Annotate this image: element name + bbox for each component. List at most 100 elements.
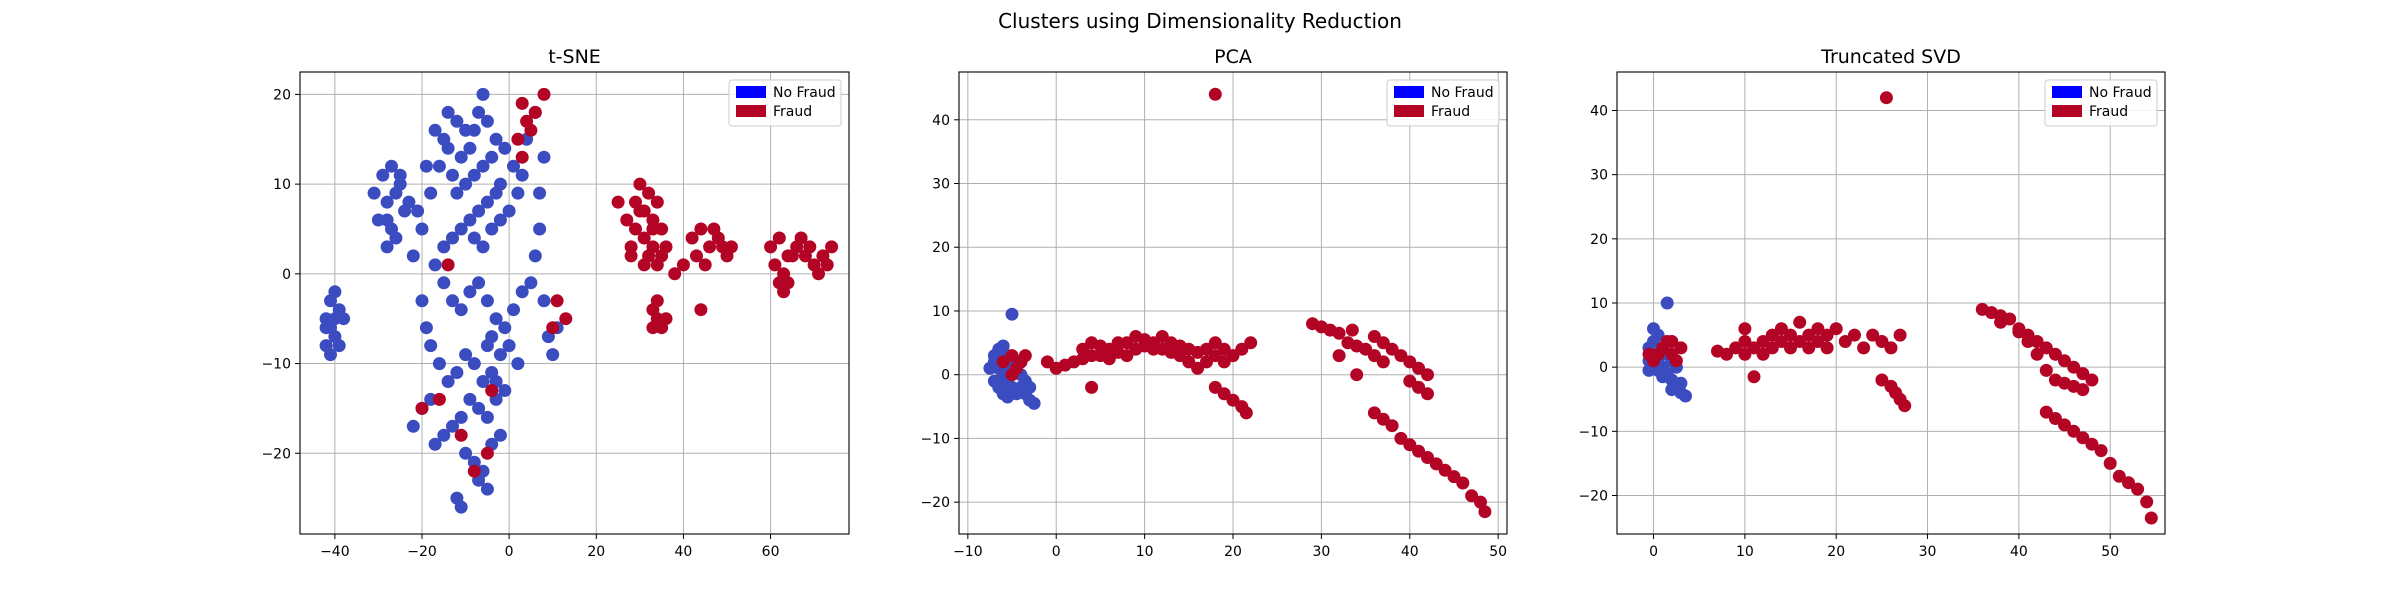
fraud-point [1784,328,1797,342]
fraud-legend-label: Fraud [2089,104,2128,120]
fraud-point [620,213,634,227]
fraud-point [1848,328,1861,342]
no-fraud-point [446,168,459,182]
fraud-point [1879,91,1893,105]
no-fraud-point [380,195,394,209]
no-fraud-point [380,213,394,227]
no-fraud-point [463,141,477,155]
no-fraud-point [480,195,494,209]
no-fraud-point [485,330,499,344]
fraud-point [785,249,799,263]
no-fraud-point [459,348,473,362]
no-fraud-legend-label: No Fraud [1431,85,1494,101]
fraud-point [1875,373,1889,387]
no-fraud-point [450,114,464,128]
y-tick-label: 10 [1590,296,1608,312]
no-fraud-point [467,455,481,469]
no-fraud-point [472,401,486,415]
fraud-point [768,258,782,272]
y-tick-label: 30 [1590,168,1608,184]
fraud-point [1642,347,1656,361]
fraud-point [1005,349,1019,363]
fraud-point [1802,341,1816,355]
fraud-point [1421,387,1434,401]
fraud-point [515,96,529,110]
t-sne-subplot: t-SNE −40 −20 0 20 40 60 −20 −10 0 10 20 No Fraud Fra… [261,46,850,560]
no-fraud-point [459,446,473,460]
fraud-point [698,258,712,272]
no-fraud-point [415,222,429,236]
no-fraud-point [324,321,337,335]
fraud-point [1811,322,1825,336]
fraud-point [650,294,664,308]
x-tick-label: 20 [587,544,605,560]
fraud-point [781,276,795,290]
x-tick-label: 30 [1919,544,1937,560]
fraud-legend-swatch [1394,105,1424,117]
no-fraud-point [441,375,455,388]
no-fraud-point [454,303,468,317]
fraud-point [642,186,656,200]
x-tick-label: −20 [407,544,437,560]
no-fraud-point [454,410,468,424]
fraud-point [646,321,660,335]
fraud-point [2030,335,2044,348]
no-fraud-point [476,240,490,254]
fraud-point [1738,347,1752,361]
fraud-point [1820,328,1834,342]
fraud-point [520,114,534,128]
no-fraud-point [432,357,446,371]
fraud-point [1376,355,1390,369]
fraud-point [432,392,446,406]
fraud-point [2076,431,2090,445]
x-tick-label: 40 [675,544,693,560]
fraud-series [1642,91,2158,525]
subplots: t-SNE −40 −20 0 20 40 60 −20 −10 0 10 20 No Fraud Fra… [261,46,2166,560]
y-tick-label: 20 [1590,232,1608,248]
fraud-point [1478,505,1492,519]
no-fraud-point [502,204,516,218]
no-fraud-point [432,159,446,173]
no-fraud-point [385,159,398,173]
y-tick-label: −10 [261,357,291,373]
no-fraud-point [493,428,507,442]
no-fraud-point [480,482,494,496]
fraud-point [1774,335,1788,348]
fraud-point [2103,456,2117,470]
fraud-point [646,213,660,227]
x-tick-label: 10 [1136,544,1154,560]
fraud-point [1738,322,1752,336]
y-tick-label: −10 [1578,424,1608,440]
no-fraud-point [393,168,407,182]
fraud-point [1802,328,1816,342]
fraud-point [2058,418,2071,432]
no-fraud-point [441,141,455,155]
fraud-point [2030,347,2044,361]
truncated-svd-subplot: Truncated SVD 0 10 20 30 40 50 −20 −10 0 10 20 30 40 N… [1578,46,2166,560]
no-fraud-point [376,168,390,182]
fraud-point [2021,335,2035,348]
no-fraud-point [467,357,481,371]
no-fraud-point [476,87,490,101]
no-fraud-point [406,419,420,433]
no-fraud-point [480,410,494,424]
no-fraud-point [459,177,473,191]
y-tick-label: 30 [932,177,950,193]
fraud-point [1085,380,1099,394]
no-fraud-point [454,222,468,236]
y-tick-label: 10 [273,177,291,193]
fraud-point [1765,341,1779,355]
fraud-point [2048,347,2062,361]
fraud-point [2122,476,2135,490]
fraud-point [1820,341,1834,355]
fraud-point [685,231,699,245]
x-tick-label: −40 [320,544,350,560]
no-fraud-legend-swatch [1394,86,1424,98]
fraud-point [2067,360,2081,374]
fraud-point [537,87,551,101]
fraud-point [546,321,560,335]
fraud-point [624,249,638,263]
x-tick-label: 60 [762,544,780,560]
no-fraud-point [472,204,486,218]
fraud-point [1385,419,1399,433]
